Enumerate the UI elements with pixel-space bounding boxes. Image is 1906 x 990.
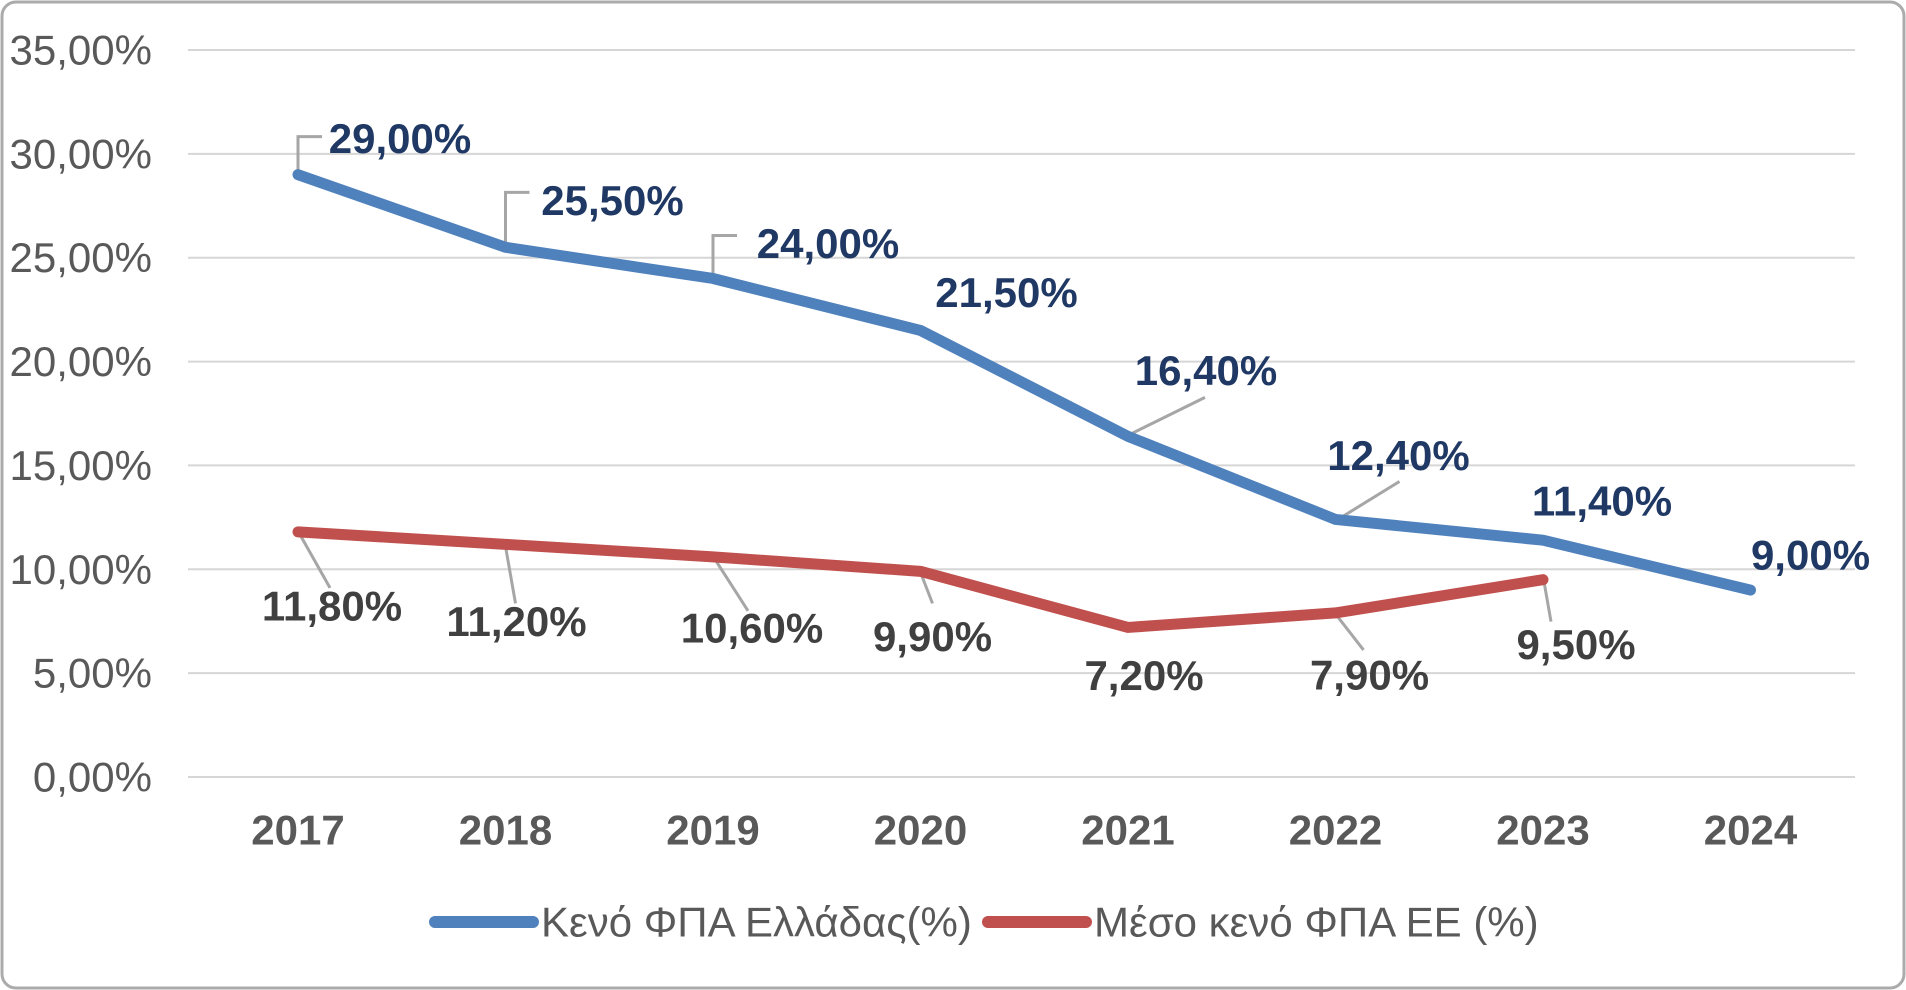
data-label-leader-line bbox=[711, 233, 737, 279]
data-label-eu-average-vat-gap: 11,80% bbox=[262, 582, 402, 629]
x-axis-year-label: 2019 bbox=[666, 807, 759, 854]
legend-label-greece-vat-gap: Κενό ΦΠΑ Ελλάδας(%) bbox=[541, 899, 972, 946]
data-label-leader-line bbox=[1338, 480, 1401, 520]
data-label-greece-vat-gap: 16,40% bbox=[1135, 347, 1277, 394]
series-line-eu-average-vat-gap bbox=[292, 526, 1549, 633]
data-label-greece-vat-gap: 24,00% bbox=[757, 220, 899, 267]
data-label-eu-average-vat-gap: 9,90% bbox=[873, 613, 992, 660]
x-axis-year-label: 2017 bbox=[251, 807, 344, 854]
y-axis-tick-label: 30,00% bbox=[10, 130, 152, 177]
y-axis-tick-label: 35,00% bbox=[10, 27, 152, 74]
data-label-leader-line bbox=[1542, 581, 1553, 622]
data-label-eu-average-vat-gap: 11,20% bbox=[446, 598, 586, 645]
data-label-leader-line bbox=[1334, 612, 1365, 651]
data-label-greece-vat-gap: 9,00% bbox=[1751, 532, 1870, 579]
series-line-greece-vat-gap bbox=[292, 169, 1756, 596]
data-label-leader-line bbox=[297, 532, 332, 589]
x-axis-year-label: 2023 bbox=[1496, 807, 1589, 854]
y-axis-tick-label: 0,00% bbox=[33, 754, 152, 801]
data-label-eu-average-vat-gap: 7,90% bbox=[1310, 651, 1429, 698]
y-axis-tick-label: 5,00% bbox=[33, 650, 152, 697]
data-label-greece-vat-gap: 12,40% bbox=[1327, 432, 1469, 479]
y-axis-tick-label: 20,00% bbox=[10, 338, 152, 385]
data-label-greece-vat-gap: 29,00% bbox=[329, 115, 471, 162]
data-label-greece-vat-gap: 11,40% bbox=[1532, 478, 1672, 525]
x-axis-year-label: 2020 bbox=[874, 807, 967, 854]
data-label-eu-average-vat-gap: 10,60% bbox=[681, 604, 823, 651]
data-label-leader-line bbox=[504, 546, 517, 604]
x-axis-year-label: 2024 bbox=[1704, 807, 1798, 854]
data-label-leader-line bbox=[1129, 396, 1206, 436]
x-axis-year-label: 2021 bbox=[1081, 807, 1174, 854]
y-axis-tick-label: 25,00% bbox=[10, 234, 152, 281]
data-label-leader-line bbox=[296, 135, 322, 175]
legend-label-eu-average-vat-gap: Μέσο κενό ΦΠΑ ΕΕ (%) bbox=[1094, 899, 1539, 946]
data-label-eu-average-vat-gap: 9,50% bbox=[1516, 621, 1635, 668]
x-axis-year-label: 2022 bbox=[1289, 807, 1382, 854]
y-axis-tick-label: 10,00% bbox=[10, 546, 152, 593]
data-label-greece-vat-gap: 21,50% bbox=[935, 269, 1077, 316]
data-label-eu-average-vat-gap: 7,20% bbox=[1084, 652, 1203, 699]
x-axis-year-label: 2018 bbox=[459, 807, 552, 854]
y-axis-tick-label: 15,00% bbox=[10, 442, 152, 489]
data-label-leader-line bbox=[504, 190, 530, 248]
data-label-greece-vat-gap: 25,50% bbox=[541, 177, 683, 224]
data-label-leader-line bbox=[712, 557, 750, 612]
